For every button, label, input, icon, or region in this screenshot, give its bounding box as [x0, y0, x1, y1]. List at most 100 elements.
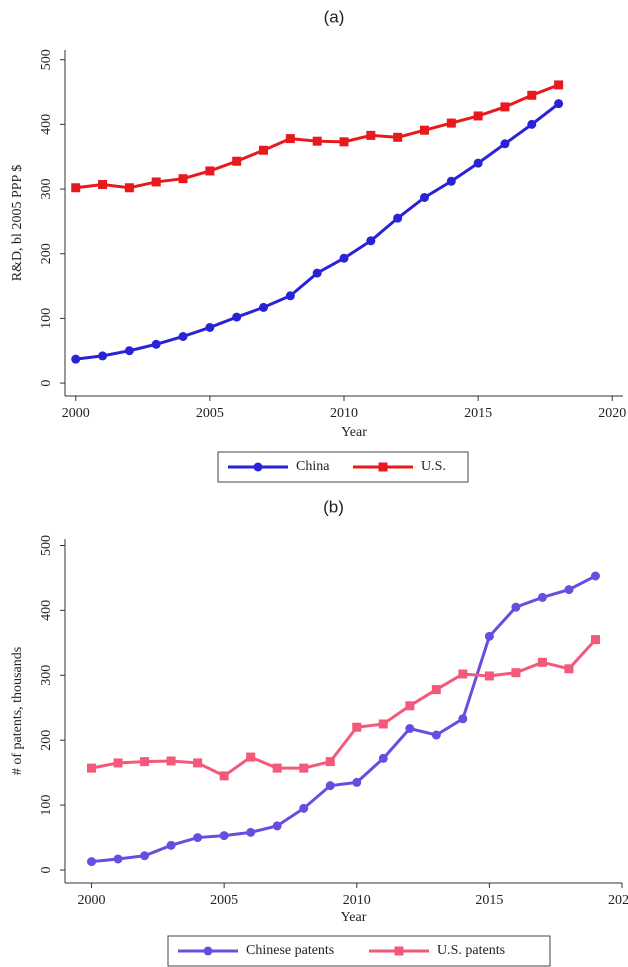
y-tick-label: 100: [39, 308, 54, 329]
data-point: [405, 701, 415, 711]
data-point: [166, 756, 176, 766]
y-tick-label: 300: [39, 179, 54, 200]
data-point: [419, 192, 429, 202]
chart-title: (a): [324, 7, 345, 26]
data-point: [140, 851, 150, 861]
data-point: [193, 758, 203, 768]
series-line: [91, 638, 597, 778]
data-point: [140, 757, 150, 767]
series-line: [75, 83, 560, 190]
data-point: [378, 753, 388, 763]
data-point: [232, 156, 242, 166]
data-point: [366, 236, 376, 246]
legend-label: China: [296, 459, 330, 474]
data-point: [527, 119, 537, 129]
data-point: [352, 722, 362, 732]
data-point: [71, 183, 81, 193]
y-axis-label: # of patents, thousands: [10, 647, 25, 775]
y-tick-label: 500: [39, 535, 54, 556]
data-point: [178, 332, 188, 342]
data-point: [124, 183, 134, 193]
legend-marker: [253, 462, 263, 472]
data-point: [285, 291, 295, 301]
data-point: [590, 571, 600, 581]
data-point: [285, 134, 295, 144]
data-point: [554, 80, 564, 90]
y-tick-label: 400: [39, 114, 54, 135]
data-point: [511, 668, 521, 678]
x-tick-label: 2010: [343, 893, 371, 908]
data-point: [205, 322, 215, 332]
data-point: [378, 719, 388, 729]
data-point: [299, 763, 309, 773]
data-point: [458, 669, 468, 679]
y-tick-label: 200: [39, 243, 54, 264]
data-point: [87, 857, 97, 867]
data-point: [259, 302, 269, 312]
legend-label: U.S.: [421, 459, 446, 474]
y-tick-label: 300: [39, 665, 54, 686]
data-point: [537, 592, 547, 602]
data-point: [178, 174, 188, 184]
data-point: [446, 176, 456, 186]
y-tick-label: 0: [39, 380, 54, 387]
data-point: [272, 763, 282, 773]
data-point: [366, 130, 376, 140]
data-point: [590, 635, 600, 645]
data-point: [219, 831, 229, 841]
data-point: [500, 102, 510, 112]
y-tick-label: 500: [39, 49, 54, 70]
x-axis-label: Year: [341, 910, 367, 925]
data-point: [312, 268, 322, 278]
data-point: [113, 854, 123, 864]
x-tick-label: 2005: [196, 406, 224, 421]
data-point: [554, 99, 564, 109]
legend-marker: [378, 462, 388, 472]
data-point: [246, 827, 256, 837]
data-point: [431, 685, 441, 695]
x-tick-label: 2015: [475, 893, 503, 908]
data-point: [272, 821, 282, 831]
data-point: [419, 125, 429, 135]
data-point: [312, 136, 322, 146]
x-axis-label: Year: [341, 425, 367, 440]
x-tick-label: 2005: [210, 893, 238, 908]
data-point: [193, 833, 203, 843]
legend-marker: [203, 946, 213, 956]
x-tick-label: 2020: [608, 893, 628, 908]
legend-marker: [394, 946, 404, 956]
data-point: [299, 803, 309, 813]
data-point: [151, 339, 161, 349]
data-point: [151, 177, 161, 187]
data-point: [98, 180, 108, 190]
data-point: [564, 664, 574, 674]
data-point: [98, 351, 108, 361]
x-tick-label: 2010: [330, 406, 358, 421]
data-point: [473, 111, 483, 121]
y-tick-label: 400: [39, 600, 54, 621]
data-point: [259, 145, 269, 155]
data-point: [458, 714, 468, 724]
series-line: [91, 574, 597, 864]
data-point: [473, 158, 483, 168]
data-point: [339, 253, 349, 263]
legend-label: Chinese patents: [246, 943, 334, 958]
x-tick-label: 2020: [598, 406, 626, 421]
data-point: [124, 346, 134, 356]
x-tick-label: 2000: [62, 406, 90, 421]
data-point: [446, 118, 456, 128]
data-point: [325, 757, 335, 767]
legend-label: U.S. patents: [437, 943, 505, 958]
data-point: [246, 752, 256, 762]
x-tick-label: 2015: [464, 406, 492, 421]
data-point: [232, 312, 242, 322]
x-tick-label: 2000: [78, 893, 106, 908]
data-point: [564, 585, 574, 595]
data-point: [205, 166, 215, 176]
data-point: [484, 631, 494, 641]
data-point: [393, 132, 403, 142]
y-tick-label: 0: [39, 867, 54, 874]
y-tick-label: 200: [39, 730, 54, 751]
data-point: [537, 657, 547, 667]
